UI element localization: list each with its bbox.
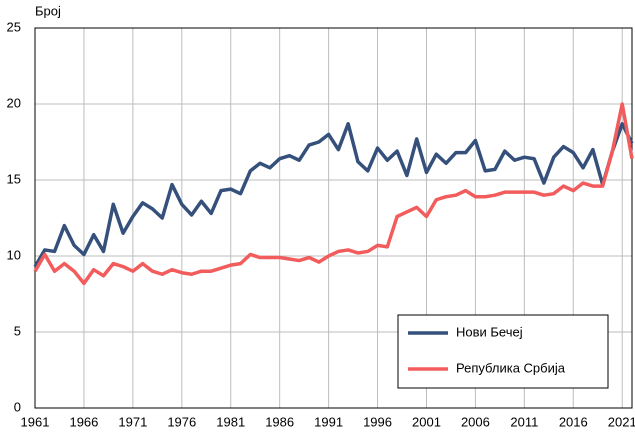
y-tick-label: 5 <box>14 323 21 338</box>
x-tick-label: 1996 <box>363 414 392 429</box>
y-tick-label: 15 <box>7 171 21 186</box>
x-tick-label: 2001 <box>412 414 441 429</box>
legend-label: Нови Бечеј <box>456 324 523 339</box>
x-tick-label: 1986 <box>265 414 294 429</box>
data-line <box>33 122 634 268</box>
plot-border <box>34 27 633 409</box>
y-axis-label: Број <box>35 3 61 18</box>
x-tick-label: 1976 <box>167 414 196 429</box>
x-tick-label: 2016 <box>559 414 588 429</box>
y-tick-label: 20 <box>7 95 21 110</box>
y-tick-label: 25 <box>7 19 21 34</box>
y-tick-label: 10 <box>7 247 21 262</box>
x-tick-label: 1991 <box>314 414 343 429</box>
x-tick-label: 1961 <box>21 414 50 429</box>
legend: Нови Бечеј Република Србија <box>397 314 609 389</box>
legend-box <box>397 314 609 389</box>
x-tick-label: 1966 <box>69 414 98 429</box>
x-tick-label: 2011 <box>510 414 538 429</box>
x-tick-label: 2006 <box>461 414 490 429</box>
data-line <box>33 102 634 286</box>
x-tick-label: 1981 <box>216 414 245 429</box>
y-tick-label: 0 <box>14 399 21 414</box>
legend-label: Република Србија <box>456 360 566 375</box>
x-tick-label: 2021 <box>608 414 635 429</box>
x-tick-label: 1971 <box>118 414 147 429</box>
